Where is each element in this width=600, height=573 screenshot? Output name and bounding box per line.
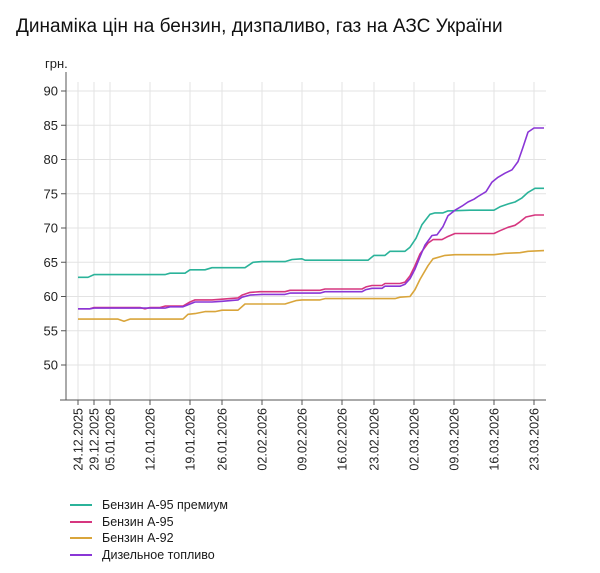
y-tick-label: 90 — [44, 84, 58, 99]
x-tick-label: 29.12.2025 — [88, 408, 102, 471]
y-tick-label: 75 — [44, 186, 58, 201]
legend-label: Дизельное топливо — [102, 547, 215, 562]
legend-item-a95-premium: Бензин А-95 премиум — [70, 497, 228, 514]
y-axis-unit: грн. — [45, 56, 68, 71]
legend-swatch-icon — [70, 553, 92, 556]
y-tick-label: 55 — [44, 323, 58, 338]
series-line — [78, 249, 545, 323]
legend-label: Бензин А-95 премиум — [102, 498, 228, 513]
x-tick-label: 26.01.2026 — [216, 408, 230, 471]
x-tick-label: 05.01.2026 — [104, 408, 118, 471]
x-tick-label: 23.03.2026 — [528, 408, 542, 471]
series-line — [78, 127, 544, 310]
y-tick-label: 65 — [44, 255, 58, 270]
x-tick-label: 16.02.2026 — [336, 408, 350, 471]
x-tick-label: 02.02.2026 — [256, 408, 270, 471]
legend-label: Бензин А-95 — [102, 514, 174, 529]
x-tick-label: 23.02.2026 — [368, 408, 382, 471]
series-line — [78, 214, 544, 310]
line-chart: 50 55 60 65 70 75 80 85 90 24.12.2025 29.12.2025 05… — [44, 56, 546, 471]
y-tick-label: 80 — [44, 152, 58, 167]
y-tick-label: 50 — [44, 358, 58, 373]
y-tick-label: 60 — [44, 289, 58, 304]
legend-label: Бензин А-92 — [102, 531, 174, 546]
y-tick-label: 85 — [44, 118, 58, 133]
y-tick-label: 70 — [44, 221, 58, 236]
x-tick-label: 16.03.2026 — [488, 408, 502, 471]
x-tick-label: 02.03.2026 — [408, 408, 422, 471]
axis-labels: 50 55 60 65 70 75 80 85 90 24.12.2025 29.12.2025 05… — [44, 56, 542, 471]
legend-swatch-icon — [70, 504, 92, 507]
x-tick-label: 09.02.2026 — [296, 408, 310, 471]
legend-swatch-icon — [70, 537, 92, 540]
series-lines — [78, 127, 545, 323]
legend-swatch-icon — [70, 520, 92, 523]
x-tick-label: 24.12.2025 — [72, 408, 86, 471]
legend-item-a92: Бензин А-92 — [70, 530, 228, 547]
chart-title: Динаміка цін на бензин, дизпаливо, газ н… — [16, 16, 503, 37]
x-tick-label: 19.01.2026 — [184, 408, 198, 471]
axes — [60, 72, 546, 405]
legend-item-diesel: Дизельное топливо — [70, 547, 228, 564]
grid-lines — [66, 82, 546, 400]
legend: Бензин А-95 премиум Бензин А-95 Бензин А… — [70, 497, 228, 563]
legend-item-a95: Бензин А-95 — [70, 514, 228, 531]
x-tick-label: 09.03.2026 — [448, 408, 462, 471]
x-tick-label: 12.01.2026 — [144, 408, 158, 471]
series-line — [78, 187, 544, 279]
